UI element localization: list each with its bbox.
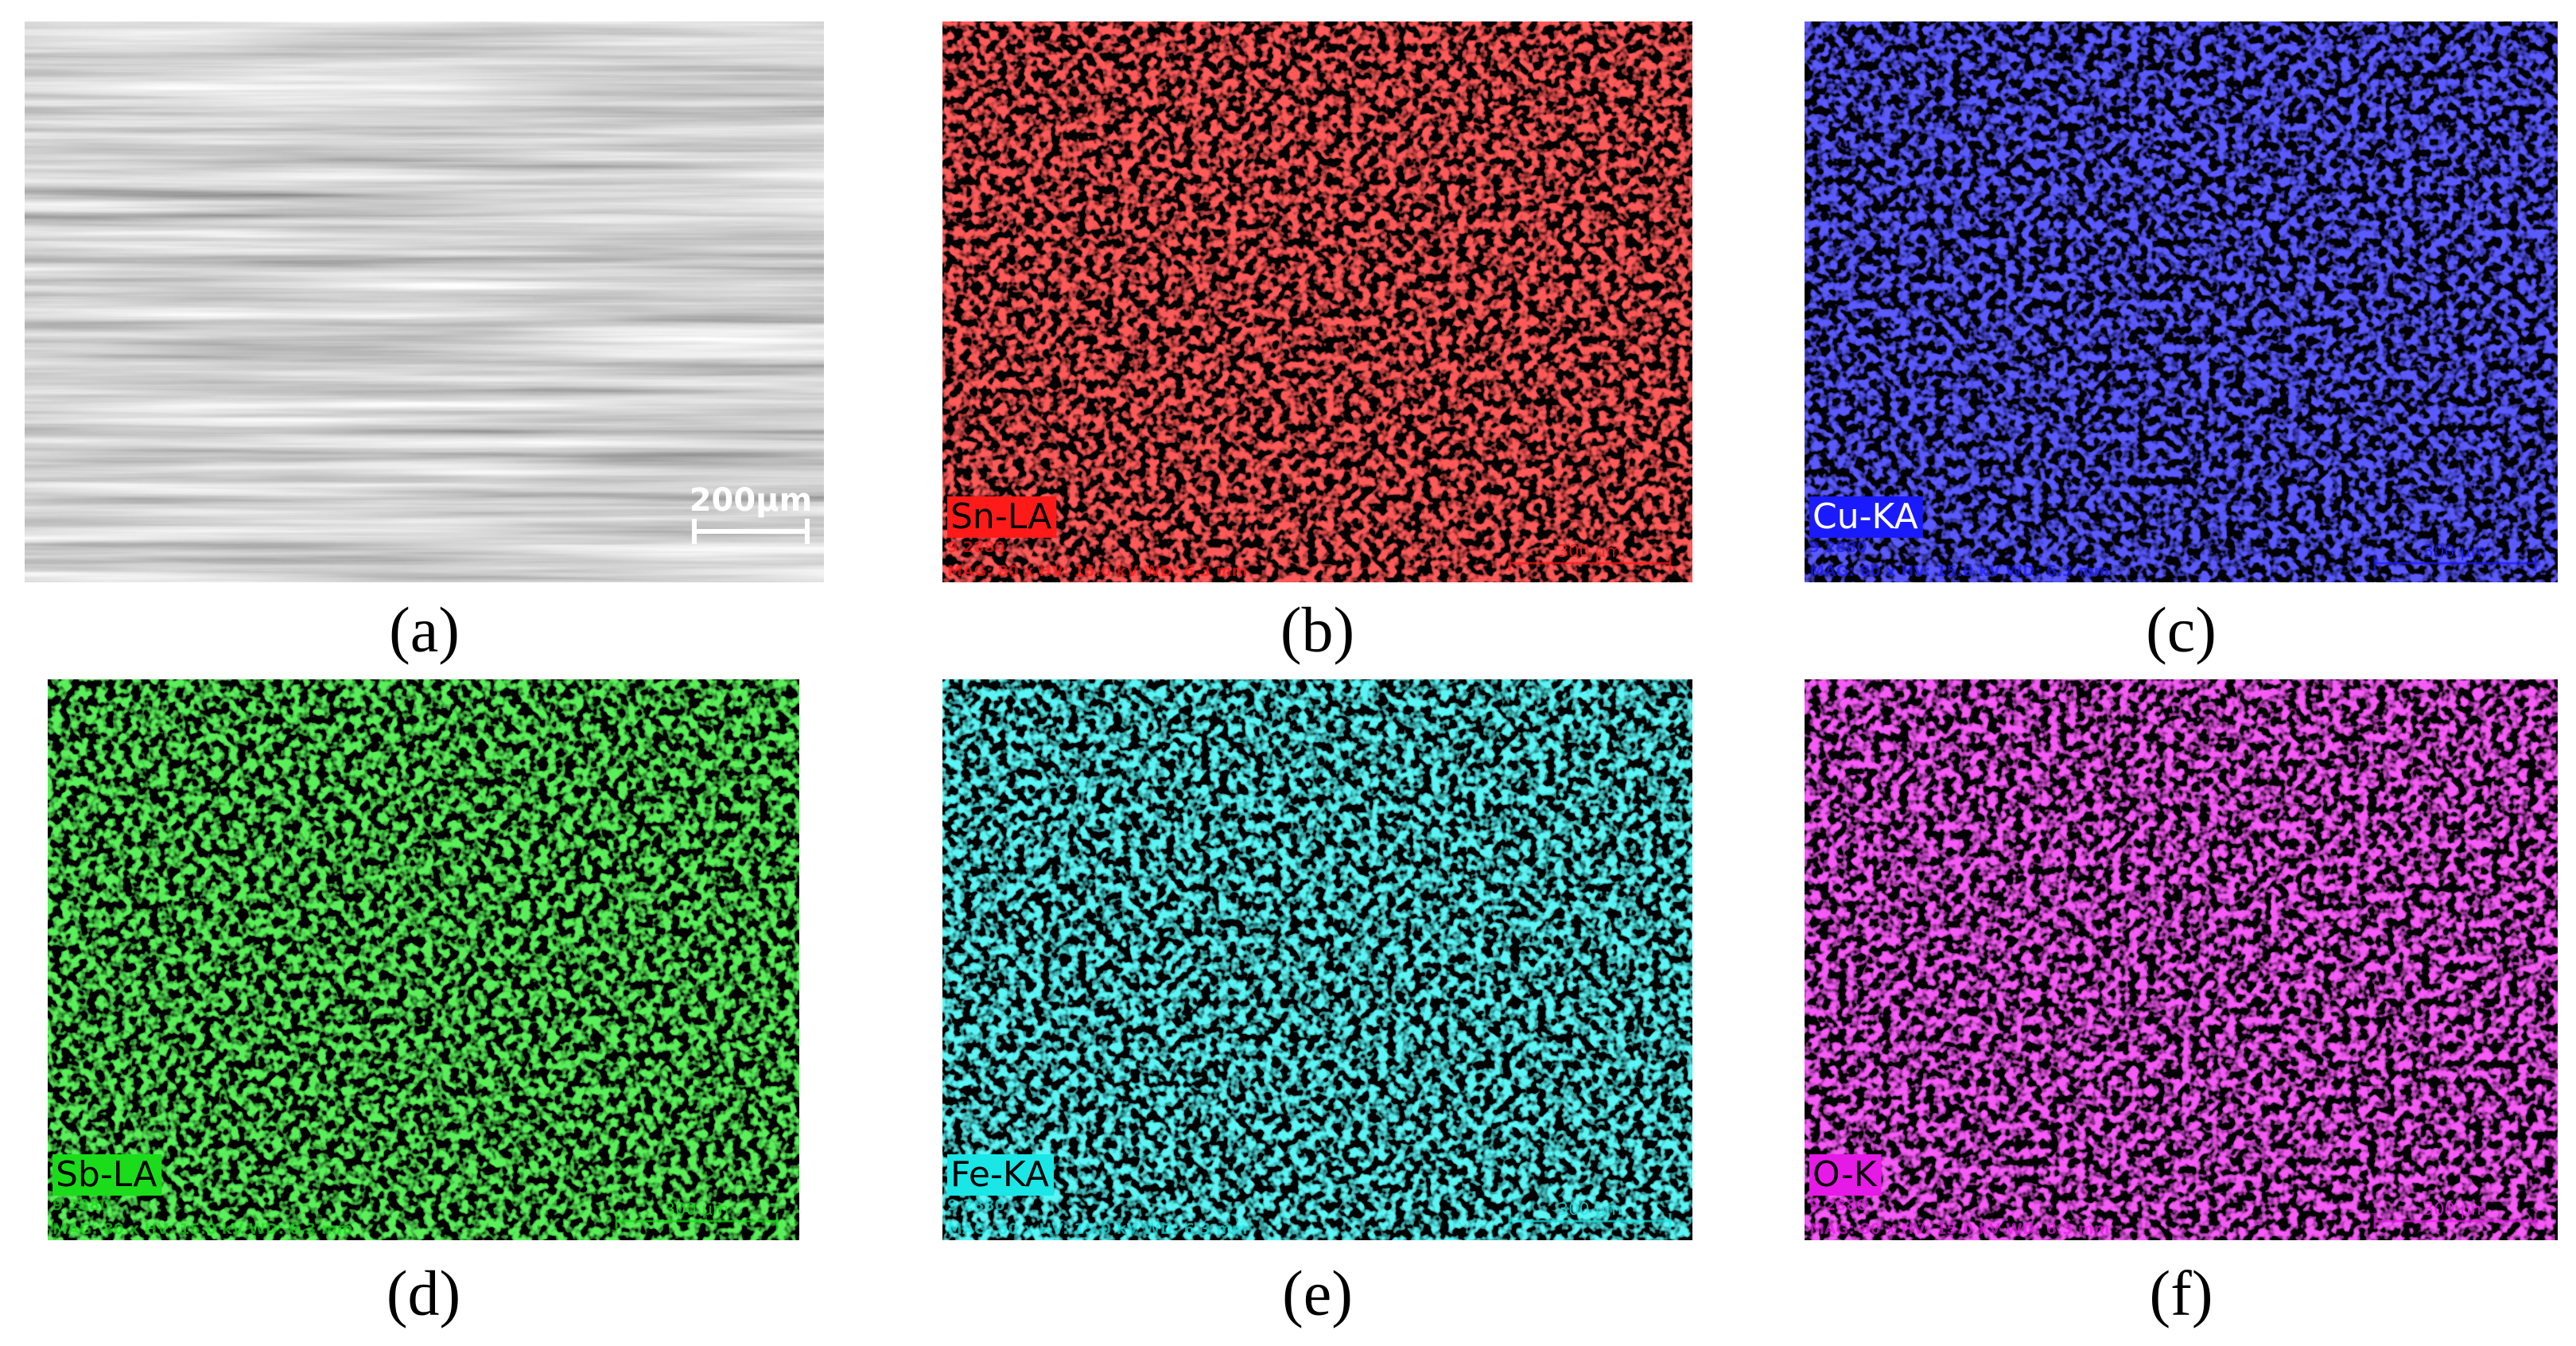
acquisition-info: MAG: 80 x HV: 15.0 kV WD: 6.3 mm: [1809, 562, 2110, 580]
scale-bar-label: 200µm: [690, 482, 813, 519]
element-label: Cu-KA: [1813, 496, 1918, 537]
element-label-box: [947, 496, 1057, 538]
panel: Sn-LA 9 2880 MAG: 80 x HV: 15.0 kV WD: 6.3…: [942, 21, 1692, 582]
scale-bar-label: 300 µm: [2423, 542, 2488, 561]
panel-letter: (f): [2150, 1258, 2213, 1328]
panel-letter: (b): [1280, 595, 1354, 665]
acquisition-info: MAG: 80 x HV: 15.0 kV WD: 6.3 mm: [1809, 1220, 2110, 1238]
element-label-box: [52, 1154, 162, 1196]
acquisition-info: MAG: 80 x HV: 15.0 kV WD: 6.3 mm: [947, 1220, 1248, 1238]
panel-letter: (e): [1282, 1258, 1353, 1328]
sample-id: 9 2880: [1809, 1196, 1867, 1214]
element-label: Sn-LA: [950, 496, 1051, 537]
element-label: Sb-LA: [56, 1154, 157, 1195]
panel-letter: (a): [389, 595, 460, 665]
panel: 200µm: [25, 21, 824, 582]
element-label: Fe-KA: [950, 1154, 1049, 1195]
sample-id: 9 2880: [52, 1196, 111, 1214]
panel: Fe-KA9 2880 MAG: 80 x HV: 15.0 kV WD: 6.3…: [942, 679, 1692, 1240]
sem-image: [25, 21, 824, 582]
panel: O-K9 2880 MAG: 80 x HV: 15.0 kV WD: 6.3 m…: [1805, 679, 2558, 1240]
scale-bar-label: 300 µm: [1558, 542, 1622, 561]
acquisition-info: MAG: 80 x HV: 15.0 kV WD: 6.3 mm: [52, 1220, 353, 1238]
eds-map: [1805, 679, 2558, 1240]
panel: Cu-KA 9 2880 MAG: 80 x HV: 15.0 kV WD: 6.3…: [1805, 21, 2558, 582]
sample-id: 9 2880: [947, 1196, 1005, 1214]
scale-bar-label: 300 µm: [2423, 1200, 2488, 1219]
eds-map: [942, 679, 1692, 1240]
element-label-box: [947, 1154, 1055, 1196]
element-label: O-K: [1813, 1154, 1878, 1195]
panel-letter: (c): [2146, 595, 2217, 665]
panel-letter: (d): [387, 1258, 460, 1328]
eds-map: [1805, 21, 2558, 582]
element-label-box: [1809, 496, 1923, 538]
sample-id: 9 2880: [947, 539, 1005, 556]
eds-map: [48, 679, 799, 1240]
sample-id: 9 2880: [1809, 539, 1867, 556]
panel: Sb-LA9 2880 MAG: 80 x HV: 15.0 kV WD: 6.3…: [48, 679, 799, 1240]
scale-bar-label: 300 µm: [1558, 1200, 1622, 1219]
eds-map: [942, 21, 1692, 582]
acquisition-info: MAG: 80 x HV: 15.0 kV WD: 6.3 mm: [947, 562, 1248, 580]
scale-bar-label: 300 µm: [665, 1200, 729, 1219]
element-label-box: [1809, 1154, 1882, 1196]
